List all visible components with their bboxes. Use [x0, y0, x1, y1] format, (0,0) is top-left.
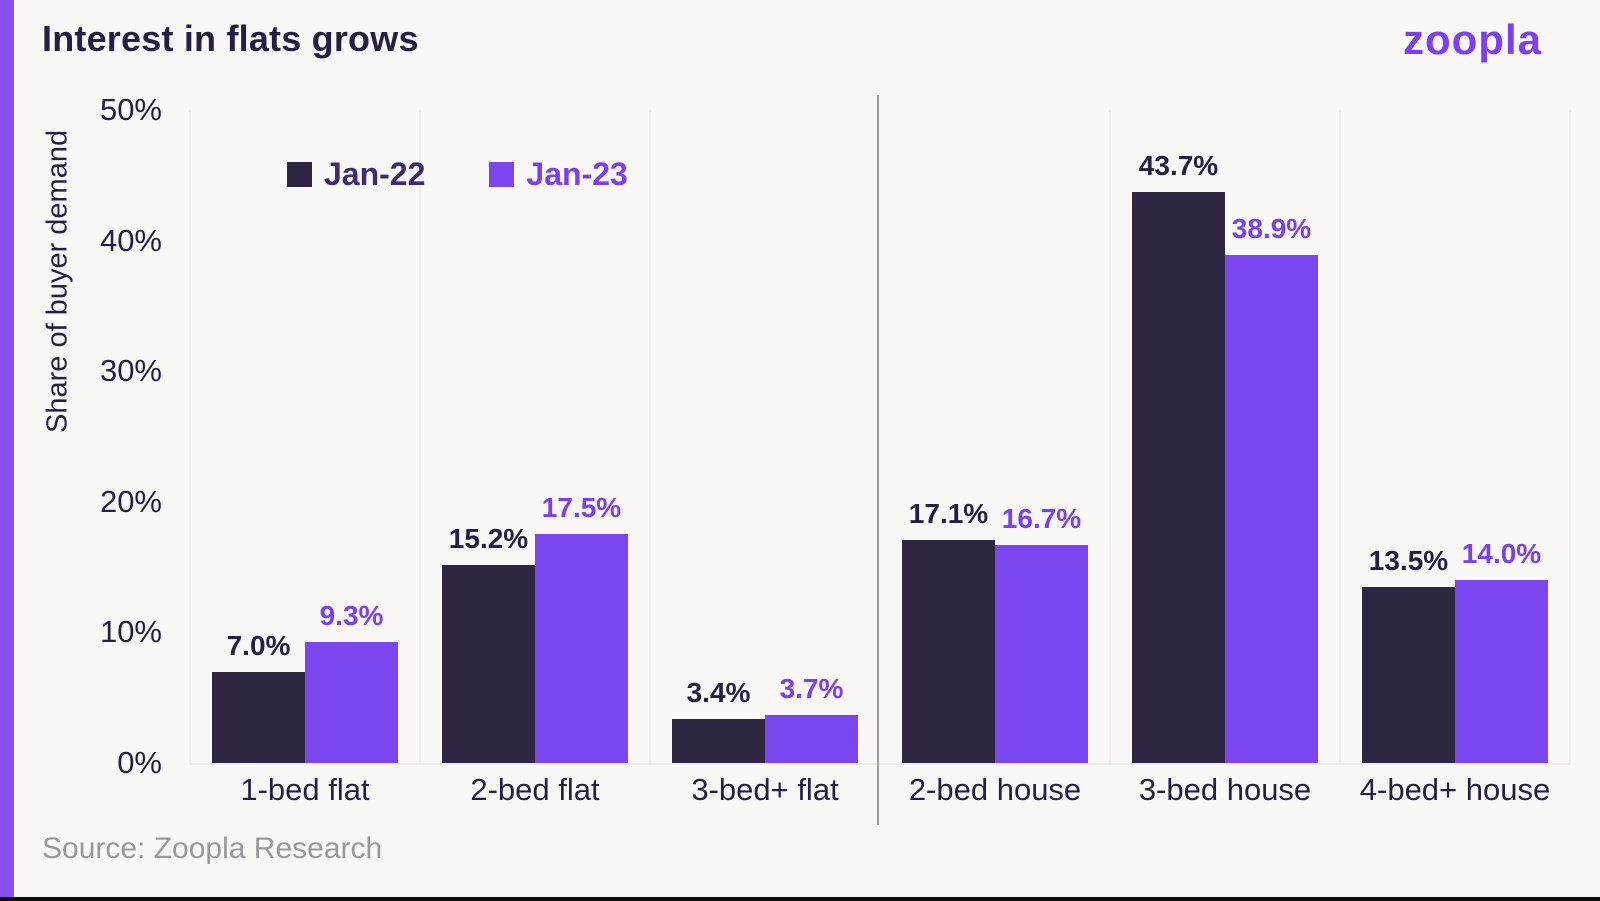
bar-value-label: 9.3% — [319, 599, 384, 631]
bar-jan-22-2-bed-flat — [442, 564, 535, 763]
category-label: 3-bed house — [1138, 772, 1312, 807]
plot-area: 7.0% 9.3% 15.2% 17.5% 3.4% 3.7% 17.1% 16.7% 43.7… — [189, 110, 1571, 765]
bar-jan-22-3-bed-house — [1132, 192, 1225, 763]
y-tick-label: 40% — [99, 222, 162, 258]
x-axis-category-labels: 1-bed flat 2-bed flat 3-bed+ flat 2-bed hou… — [190, 772, 1570, 812]
category-gridline — [649, 110, 651, 763]
category-gridline — [1109, 110, 1111, 763]
legend-swatch — [489, 162, 515, 187]
y-tick-label: 30% — [99, 353, 162, 389]
bar-value-label: 3.4% — [686, 676, 751, 708]
bar-jan-22-2-bed-house — [902, 539, 995, 763]
bar-value-label: 7.0% — [226, 629, 291, 661]
category-label: 2-bed house — [908, 772, 1082, 807]
legend-label: Jan-22 — [324, 156, 426, 192]
category-gridline — [189, 110, 191, 763]
category-label: 1-bed flat — [240, 772, 370, 807]
bar-jan-23-3-bed-house — [1225, 254, 1318, 763]
zoopla-logo: zoopla — [1403, 16, 1542, 63]
legend-item-jan-23: Jan-23 — [489, 156, 628, 193]
source-note: Source: Zoopla Research — [42, 832, 383, 865]
bar-jan-23-1-bed-flat — [305, 641, 398, 763]
legend-label: Jan-23 — [526, 156, 628, 192]
bar-value-label: 13.5% — [1368, 544, 1449, 576]
category-label: 2-bed flat — [470, 772, 600, 807]
left-accent-strip — [0, 0, 14, 897]
bar-value-label: 43.7% — [1138, 150, 1219, 182]
y-tick-label: 20% — [99, 483, 162, 519]
bar-jan-23-2-bed-house — [995, 544, 1088, 763]
bar-jan-23-2-bed-flat — [535, 534, 628, 763]
chart-title: Interest in flats grows — [42, 18, 419, 59]
category-gridline — [1569, 110, 1571, 763]
category-label: 3-bed+ flat — [691, 772, 839, 807]
y-tick-label: 50% — [99, 92, 162, 127]
bar-jan-22-3-bed+-flat — [672, 718, 765, 763]
bar-value-label: 16.7% — [1001, 502, 1082, 534]
bar-value-label: 17.5% — [541, 492, 622, 524]
bar-value-label: 15.2% — [448, 522, 529, 554]
bar-value-label: 17.1% — [908, 497, 989, 529]
legend-swatch — [287, 162, 312, 187]
bar-jan-23-3-bed+-flat — [765, 714, 858, 763]
bar-value-label: 14.0% — [1461, 538, 1542, 570]
legend-item-jan-22: Jan-22 — [287, 156, 425, 193]
category-gridline — [1339, 110, 1341, 763]
flats-houses-divider — [877, 95, 879, 825]
bar-value-label: 38.9% — [1231, 212, 1312, 244]
legend: Jan-22 Jan-23 — [287, 156, 628, 193]
category-gridline — [419, 110, 421, 763]
y-tick-label: 0% — [117, 745, 162, 780]
bar-value-label: 3.7% — [779, 672, 844, 704]
y-axis-title: Share of buyer demand — [41, 129, 74, 433]
y-tick-label: 10% — [99, 614, 162, 650]
bar-jan-22-1-bed-flat — [212, 671, 305, 763]
bar-jan-22-4-bed+-house — [1362, 586, 1455, 763]
bar-jan-23-4-bed+-house — [1455, 580, 1548, 763]
category-label: 4-bed+ house — [1359, 772, 1551, 807]
